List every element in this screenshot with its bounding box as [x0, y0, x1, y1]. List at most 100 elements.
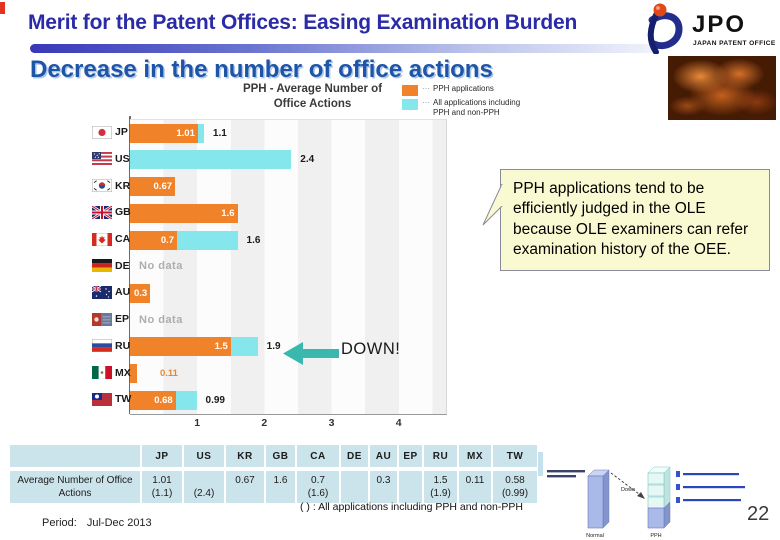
flag-RU-icon [92, 339, 112, 353]
x-tick-label: 3 [328, 417, 335, 429]
jpo-logo-text: JPO [692, 11, 747, 38]
cell-line2 [267, 487, 294, 500]
legend-dots: ··· [422, 84, 430, 93]
table-col-header-AU: AU [370, 445, 397, 467]
table-col-header-DE: DE [341, 445, 368, 467]
bar-pph-applications: 1.6 [130, 203, 238, 223]
hands-photo [668, 56, 776, 120]
cell-line2: (1.6) [307, 488, 329, 499]
bar-value-label: 1.6 [221, 207, 235, 219]
bar-value-label: 0.7 [160, 234, 175, 246]
no-data-label: No data [139, 313, 183, 326]
table-col-header-GB: GB [266, 445, 295, 467]
bar-total-label: 2.4 [300, 154, 315, 166]
inset-normal-label: Normal [586, 533, 604, 539]
bar-value-label: 1.01 [176, 127, 195, 139]
down-annotation-label: DOWN! [341, 340, 401, 358]
table-col-header-CA: CA [297, 445, 339, 467]
bar-total-label: 1.9 [266, 341, 281, 353]
category-code: AU [115, 286, 131, 299]
table-cell-TW: 0.58 (0.99) [493, 471, 537, 503]
table-cell-GB: 1.6 [266, 471, 295, 503]
bar-all-applications [130, 150, 292, 170]
cell-line1: 0.11 [465, 475, 485, 486]
category-DE: DE [92, 256, 130, 275]
slide-subtitle: Decrease in the number of office actions [30, 56, 493, 83]
cell-line2 [227, 487, 263, 500]
category-code: US [115, 152, 130, 165]
jpo-logo-icon [647, 3, 683, 54]
bar-row-CA: 0.7 1.6 [130, 230, 446, 250]
table-col-header-US: US [184, 445, 224, 467]
legend-swatch-icon [402, 99, 418, 110]
table-cell-RU: 1.5 (1.9) [424, 471, 457, 503]
chart-plot-area: 1.01 1.1 2.4 0.67 1.6 0.7 1.6 No data 0.3 No data… [130, 119, 447, 415]
bar-row-DE: No data [130, 257, 446, 276]
cell-line2 [371, 487, 396, 500]
bar-pph-applications: 0.3 [130, 283, 151, 303]
table-col-header-JP: JP [142, 445, 182, 467]
period-value: Jul-Dec 2013 [86, 517, 152, 529]
table-col-header-RU: RU [424, 445, 457, 467]
cell-line2: (1.1) [151, 488, 173, 499]
cell-line1: 1.01 [152, 475, 172, 486]
table-cell-CA: 0.7 (1.6) [297, 471, 339, 503]
inset-pph-label: PPH [650, 533, 661, 539]
cell-line1: 0.58 [505, 475, 525, 486]
table-header-row: JP US KR GB CA DE AU EP RU MX TW [10, 445, 537, 467]
category-code: CA [115, 233, 131, 245]
flag-CA-icon [92, 232, 112, 246]
cell-line1 [342, 474, 367, 487]
bar-pph-applications: 1.5 [130, 337, 231, 357]
category-GB: GB [92, 203, 131, 222]
category-AU: AU [92, 283, 131, 302]
legend-label: All applications including PPH and non-P… [433, 98, 521, 117]
category-MX: MX [92, 363, 131, 382]
flag-JP-icon [92, 125, 112, 139]
bar-value-label: 1.5 [214, 341, 228, 353]
inset-edge-artifact [538, 452, 543, 476]
x-tick-label: 4 [395, 417, 402, 429]
flag-DE-icon [92, 259, 112, 273]
cell-line2: (1.9) [430, 488, 451, 499]
legend-swatch-icon [402, 85, 418, 96]
callout-text: PPH applications tend to be efficiently … [513, 180, 749, 259]
flag-US-icon [92, 152, 112, 166]
inset-down-label: Down [621, 487, 635, 493]
bar-row-GB: 1.6 [130, 203, 446, 223]
category-TW: TW [92, 390, 131, 409]
chart-title: PPH - Average Number of Office Actions [205, 82, 420, 112]
category-RU: RU [92, 336, 130, 355]
category-code: EP [115, 313, 130, 326]
summary-table: JP US KR GB CA DE AU EP RU MX TW Average Number of … [8, 441, 539, 507]
bar-pph-applications: 1.01 [130, 123, 198, 143]
category-code: DE [115, 259, 130, 272]
bar-value-label: 0.68 [154, 394, 173, 406]
legend-label: PPH applications [433, 84, 494, 93]
bar-value-label: 0.11 [160, 368, 178, 380]
cell-line2 [400, 487, 421, 500]
table-col-header-MX: MX [459, 445, 491, 467]
bar-row-JP: 1.01 1.1 [130, 123, 446, 143]
table-cell-US: (2.4) [184, 471, 224, 503]
bar-row-MX: 0.11 [130, 364, 446, 384]
table-col-header-KR: KR [226, 445, 264, 467]
bar-row-AU: 0.3 [130, 283, 446, 303]
flag-EP-icon [92, 312, 112, 326]
category-CA: CA [92, 230, 131, 249]
bar-value-label: 0.67 [153, 181, 173, 193]
jpo-logo: JPO JAPAN PATENT OFFICE [638, 2, 780, 54]
page-number: 22 [747, 503, 770, 525]
category-code: MX [115, 366, 131, 379]
cell-line1: 1.6 [273, 475, 288, 486]
flag-TW-icon [92, 392, 112, 406]
table-cell-DE [341, 471, 368, 503]
category-EP: EP [92, 310, 129, 329]
callout-tail [482, 183, 503, 226]
table-row-header: Average Number of Office Actions [10, 471, 140, 503]
legend-item-1: ··· PPH applications [402, 84, 532, 96]
bar-pph-applications: 0.67 [130, 177, 176, 197]
bar-total-label: 1.6 [246, 234, 261, 246]
x-tick-label: 1 [194, 417, 201, 429]
